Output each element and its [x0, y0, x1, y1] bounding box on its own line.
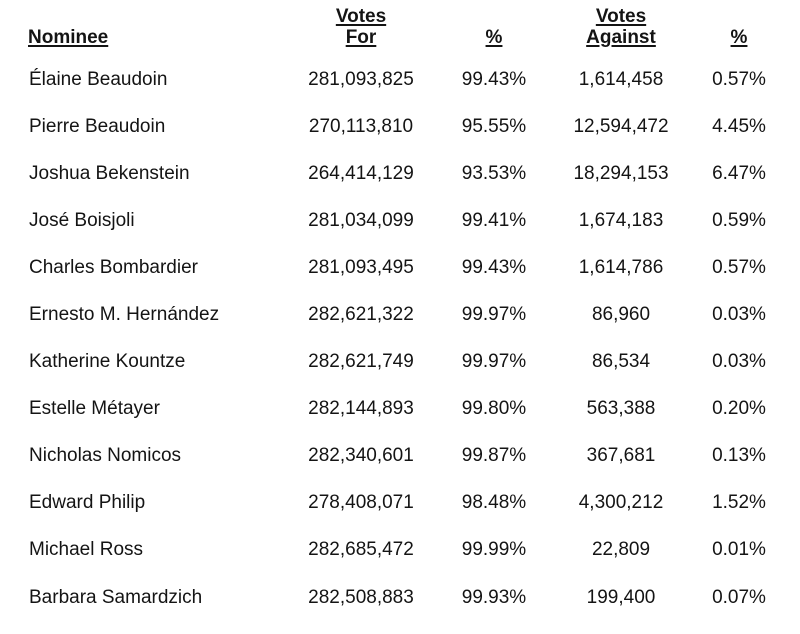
pct-for-cell: 99.99% — [461, 539, 527, 561]
table-row: Edward Philip 278,408,071 98.48% 4,300,2… — [22, 480, 782, 527]
pct-against-cell: 4.45% — [712, 115, 766, 137]
pct-for-cell: 99.87% — [461, 445, 527, 467]
table-row: Ernesto M. Hernández 282,621,322 99.97% … — [22, 291, 782, 338]
pct-for-cell: 99.97% — [461, 304, 527, 326]
nominee-cell: Michael Ross — [29, 539, 144, 561]
table-row: Barbara Samardzich 282,508,883 99.93% 19… — [22, 574, 782, 621]
table-row: Pierre Beaudoin 270,113,810 95.55% 12,59… — [22, 103, 782, 150]
votes-for-cell: 282,621,322 — [308, 304, 414, 326]
table-header: Nominee Votes For % Votes Against % — [22, 4, 782, 56]
pct-for-cell: 99.43% — [461, 256, 527, 278]
table-row: Katherine Kountze 282,621,749 99.97% 86,… — [22, 339, 782, 386]
votes-for-cell: 282,685,472 — [308, 539, 414, 561]
header-pct-for: % — [485, 27, 503, 48]
pct-for-cell: 99.41% — [461, 209, 527, 231]
table-row: Élaine Beaudoin 281,093,825 99.43% 1,614… — [22, 56, 782, 103]
header-row: Nominee Votes For % Votes Against % — [22, 4, 782, 56]
nominee-cell: Nicholas Nomicos — [29, 445, 182, 467]
votes-for-cell: 281,093,825 — [308, 68, 414, 90]
nominee-cell: Élaine Beaudoin — [29, 68, 168, 90]
header-votes-for: Votes For — [280, 4, 442, 56]
votes-for-cell: 282,508,883 — [308, 586, 414, 608]
table-row: Nicholas Nomicos 282,340,601 99.87% 367,… — [22, 433, 782, 480]
votes-for-cell: 282,621,749 — [308, 351, 414, 373]
nominee-cell: Barbara Samardzich — [29, 586, 203, 608]
pct-against-cell: 0.07% — [712, 586, 766, 608]
votes-against-cell: 563,388 — [586, 398, 656, 420]
nominee-cell: Pierre Beaudoin — [29, 115, 166, 137]
votes-against-cell: 1,614,786 — [578, 256, 664, 278]
pct-against-cell: 6.47% — [712, 162, 766, 184]
votes-for-cell: 281,093,495 — [308, 256, 414, 278]
votes-against-cell: 18,294,153 — [573, 162, 669, 184]
pct-for-cell: 99.43% — [461, 68, 527, 90]
pct-for-cell: 99.80% — [461, 398, 527, 420]
header-votes-for-line1: Votes — [335, 6, 387, 27]
pct-against-cell: 0.01% — [712, 539, 766, 561]
election-results-table: Nominee Votes For % Votes Against % — [22, 4, 782, 621]
header-votes-for-line2: For — [345, 27, 377, 48]
pct-against-cell: 0.57% — [712, 68, 766, 90]
votes-against-cell: 1,674,183 — [578, 209, 664, 231]
pct-for-cell: 98.48% — [461, 492, 527, 514]
table-row: Joshua Bekenstein 264,414,129 93.53% 18,… — [22, 150, 782, 197]
pct-against-cell: 0.20% — [712, 398, 766, 420]
nominee-cell: Ernesto M. Hernández — [29, 304, 220, 326]
votes-for-cell: 282,144,893 — [308, 398, 414, 420]
table-row: Charles Bombardier 281,093,495 99.43% 1,… — [22, 244, 782, 291]
pct-for-cell: 99.97% — [461, 351, 527, 373]
table-row: Michael Ross 282,685,472 99.99% 22,809 0… — [22, 527, 782, 574]
votes-against-cell: 12,594,472 — [573, 115, 669, 137]
votes-for-cell: 281,034,099 — [308, 209, 414, 231]
pct-against-cell: 0.59% — [712, 209, 766, 231]
nominee-cell: Charles Bombardier — [29, 256, 198, 278]
header-votes-against: Votes Against — [546, 4, 696, 56]
votes-for-cell: 264,414,129 — [308, 162, 414, 184]
table-body: Élaine Beaudoin 281,093,825 99.43% 1,614… — [22, 56, 782, 621]
header-nominee: Nominee — [28, 27, 109, 48]
header-pct-against: % — [730, 27, 748, 48]
votes-against-cell: 4,300,212 — [578, 492, 664, 514]
pct-for-cell: 93.53% — [461, 162, 527, 184]
pct-against-cell: 0.13% — [712, 445, 766, 467]
pct-against-cell: 0.03% — [712, 304, 766, 326]
pct-for-cell: 95.55% — [461, 115, 527, 137]
nominee-cell: Joshua Bekenstein — [29, 162, 190, 184]
votes-against-cell: 367,681 — [586, 445, 656, 467]
pct-against-cell: 0.03% — [712, 351, 766, 373]
nominee-cell: José Boisjoli — [29, 209, 135, 231]
votes-against-cell: 199,400 — [586, 586, 656, 608]
votes-for-cell: 282,340,601 — [308, 445, 414, 467]
pct-against-cell: 0.57% — [712, 256, 766, 278]
votes-against-cell: 86,960 — [591, 304, 651, 326]
votes-for-cell: 270,113,810 — [308, 115, 414, 137]
table-row: Estelle Métayer 282,144,893 99.80% 563,3… — [22, 386, 782, 433]
votes-for-cell: 278,408,071 — [308, 492, 414, 514]
pct-against-cell: 1.52% — [712, 492, 766, 514]
header-votes-against-line1: Votes — [595, 6, 647, 27]
votes-against-cell: 1,614,458 — [578, 68, 664, 90]
nominee-cell: Edward Philip — [29, 492, 146, 514]
table-row: José Boisjoli 281,034,099 99.41% 1,674,1… — [22, 197, 782, 244]
votes-against-cell: 22,809 — [591, 539, 651, 561]
nominee-cell: Katherine Kountze — [29, 351, 186, 373]
header-votes-against-line2: Against — [586, 27, 656, 48]
votes-against-cell: 86,534 — [591, 351, 651, 373]
nominee-cell: Estelle Métayer — [29, 398, 160, 420]
pct-for-cell: 99.93% — [461, 586, 527, 608]
